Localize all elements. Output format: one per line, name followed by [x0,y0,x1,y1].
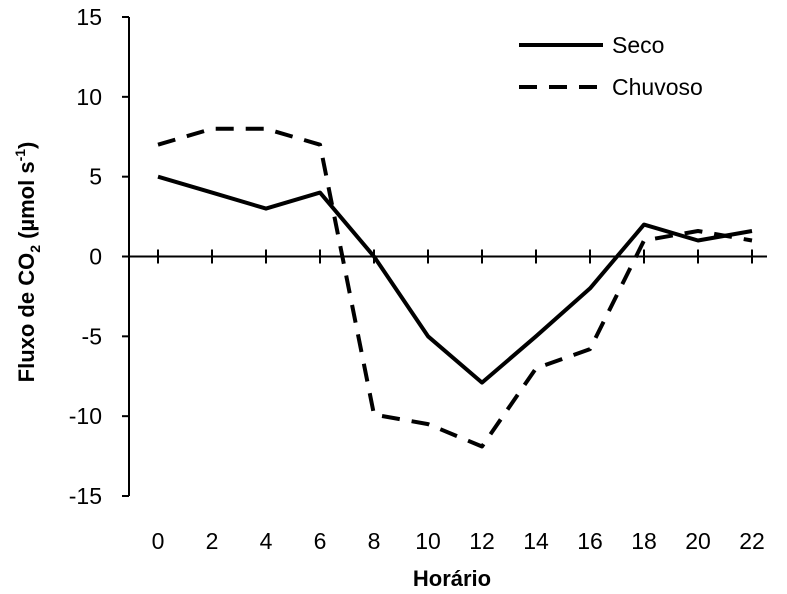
series-line-seco [157,174,753,385]
y-axis-title-middle: (µmol s [14,161,39,245]
x-ticks: 0 2 4 6 8 10 12 14 16 18 20 22 [152,249,765,554]
y-tick-label: 0 [89,244,102,270]
x-tick-label: 2 [206,528,219,554]
y-tick-label: 15 [76,4,102,30]
y-axis-title-subscript: 2 [27,245,43,253]
y-tick-label: -15 [69,483,102,509]
x-tick-label: 4 [260,528,273,554]
legend-label-chuvoso: Chuvoso [612,74,703,100]
y-tick-label: -10 [69,403,102,429]
x-tick-label: 8 [368,528,381,554]
y-tick-label: 5 [89,164,102,190]
x-axis-title: Horário [413,566,491,591]
y-axis-title: Fluxo de CO2 (µmol s-1) [12,142,43,383]
x-tick-label: 20 [685,528,711,554]
x-tick-label: 18 [631,528,657,554]
x-tick-label: 14 [523,528,549,554]
x-tick-label: 6 [314,528,327,554]
x-tick-label: 22 [739,528,765,554]
y-axis-title-superscript: -1 [12,149,28,162]
y-ticks: 15 10 5 0 -5 -10 -15 [69,4,129,509]
y-axis-title-prefix: Fluxo de CO [14,253,39,383]
x-tick-label: 12 [469,528,495,554]
y-tick-label: -5 [82,323,102,349]
y-axis-title-suffix: ) [14,142,39,149]
x-tick-label: 16 [577,528,603,554]
x-tick-label: 10 [415,528,441,554]
y-tick-label: 10 [76,84,102,110]
legend-label-seco: Seco [612,32,664,58]
legend: Seco Chuvoso [519,32,703,100]
series-lines [157,126,753,449]
x-tick-label: 0 [152,528,165,554]
series-line-chuvoso [157,126,753,449]
